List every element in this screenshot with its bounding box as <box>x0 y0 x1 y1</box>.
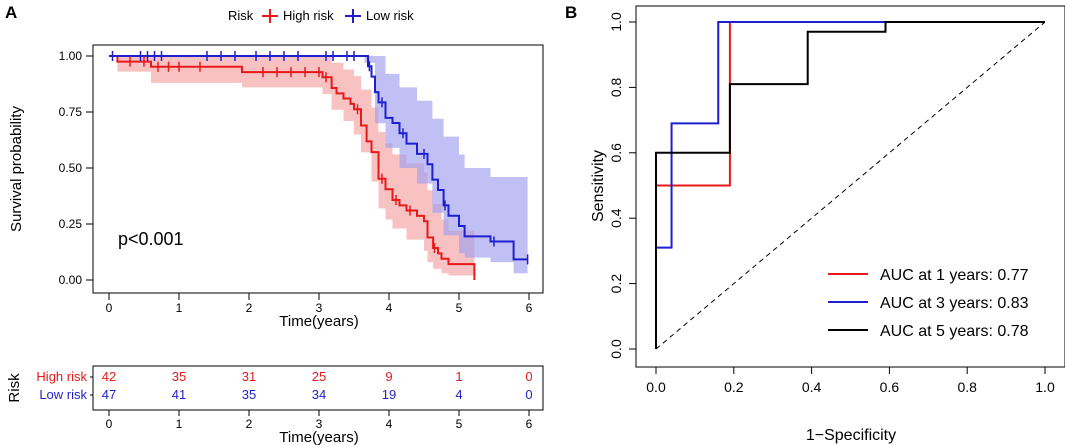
panel-a-letter: A <box>5 3 17 22</box>
roc-x-tick-label: 1.0 <box>1035 379 1055 395</box>
km-x-tick-label: 6 <box>526 301 533 315</box>
risk-table-x-axis: 0 1 2 3 4 5 6 <box>106 409 533 431</box>
roc-x-tick-label: 0.4 <box>802 379 822 395</box>
panel-a: A Risk High risk Low risk 0.000.250.500.… <box>5 3 544 445</box>
roc-y-tick-label: 0.0 <box>608 339 624 359</box>
risk-count: 35 <box>172 369 186 384</box>
risk-count: 0 <box>525 369 532 384</box>
risk-count: 31 <box>242 369 256 384</box>
roc-y-tick-label: 0.4 <box>608 208 624 228</box>
risk-x-tick-label: 4 <box>386 417 393 431</box>
risk-row-label: Low risk <box>39 387 87 402</box>
roc-y-tick-label: 0.6 <box>608 143 624 163</box>
roc-legend-label: AUC at 3 years: 0.83 <box>880 295 1029 312</box>
risk-table-x-label: Time(years) <box>279 429 358 445</box>
risk-count: 1 <box>455 369 462 384</box>
risk-count: 34 <box>312 387 326 402</box>
km-y-label: Survival probability <box>8 106 25 232</box>
km-y-tick-label: 0.25 <box>59 217 83 231</box>
km-y-tick-label: 1.00 <box>59 49 83 63</box>
km-x-tick-label: 4 <box>386 301 393 315</box>
km-x-tick-label: 1 <box>176 301 183 315</box>
roc-x-tick-label: 0.0 <box>646 379 666 395</box>
km-x-tick-label: 0 <box>106 301 113 315</box>
panel-b-letter: B <box>565 3 577 22</box>
km-censor-marks <box>111 51 529 265</box>
km-x-axis: 0 1 2 3 4 5 6 <box>106 292 533 315</box>
risk-x-tick-label: 2 <box>246 417 253 431</box>
km-legend: Risk High risk Low risk <box>228 8 414 23</box>
risk-x-tick-label: 5 <box>456 417 463 431</box>
km-p-value: p<0.001 <box>118 229 184 249</box>
risk-x-tick-label: 1 <box>176 417 183 431</box>
panel-b: B 0.00.20.40.60.81.0 0.0 0.2 0.4 0.6 0.8 1.0 … <box>565 3 1065 444</box>
risk-x-tick-label: 0 <box>106 417 113 431</box>
risk-count: 4 <box>455 387 462 402</box>
risk-count: 19 <box>382 387 396 402</box>
km-x-tick-label: 3 <box>316 301 323 315</box>
risk-table-title: Risk <box>6 373 23 403</box>
km-y-tick-label: 0.00 <box>59 273 83 287</box>
roc-y-tick-label: 1.0 <box>608 12 624 32</box>
roc-curves <box>655 21 1045 349</box>
roc-legend-label: AUC at 5 years: 0.78 <box>880 323 1029 340</box>
roc-y-tick-label: 0.8 <box>608 77 624 97</box>
km-legend-low-label: Low risk <box>366 8 414 23</box>
risk-row-label: High risk <box>36 369 87 384</box>
roc-x-tick-label: 0.6 <box>880 379 900 395</box>
km-legend-high-label: High risk <box>283 8 334 23</box>
roc-legend-label: AUC at 1 years: 0.77 <box>880 267 1029 284</box>
km-y-tick-label: 0.75 <box>59 105 83 119</box>
risk-table-rows: High risk 42 35 31 25 9 1 0 Low risk 47 41 35 34 19 4 0 <box>36 369 532 402</box>
risk-count: 9 <box>385 369 392 384</box>
risk-x-tick-label: 6 <box>526 417 533 431</box>
risk-count: 0 <box>525 387 532 402</box>
risk-count: 25 <box>312 369 326 384</box>
roc-y-axis: 0.0 0.2 0.4 0.6 0.8 1.0 <box>608 12 637 359</box>
km-x-tick-label: 5 <box>456 301 463 315</box>
roc-y-tick-label: 0.2 <box>608 274 624 294</box>
km-curve-low <box>109 55 528 261</box>
km-y-tick-label: 0.50 <box>59 161 83 175</box>
roc-x-tick-label: 0.8 <box>957 379 977 395</box>
roc-x-axis: 0.0 0.2 0.4 0.6 0.8 1.0 <box>646 366 1055 395</box>
km-legend-title: Risk <box>228 8 254 23</box>
roc-curve-3 <box>655 21 1045 349</box>
km-x-label: Time(years) <box>279 313 358 330</box>
roc-x-tick-label: 0.2 <box>724 379 744 395</box>
roc-x-label: 1−Specificity <box>806 427 896 444</box>
risk-count: 47 <box>102 387 116 402</box>
roc-y-label: Sensitivity <box>590 150 607 222</box>
km-y-axis: 0.00 0.25 0.50 0.75 1.00 <box>59 49 94 287</box>
risk-count: 35 <box>242 387 256 402</box>
risk-count: 41 <box>172 387 186 402</box>
risk-count: 42 <box>102 369 116 384</box>
km-x-tick-label: 2 <box>246 301 253 315</box>
km-band-low <box>109 56 528 274</box>
roc-legend: AUC at 1 years: 0.77 AUC at 3 years: 0.83… <box>828 267 1029 340</box>
roc-diagonal-reference <box>655 21 1046 350</box>
risk-x-tick-label: 3 <box>316 417 323 431</box>
